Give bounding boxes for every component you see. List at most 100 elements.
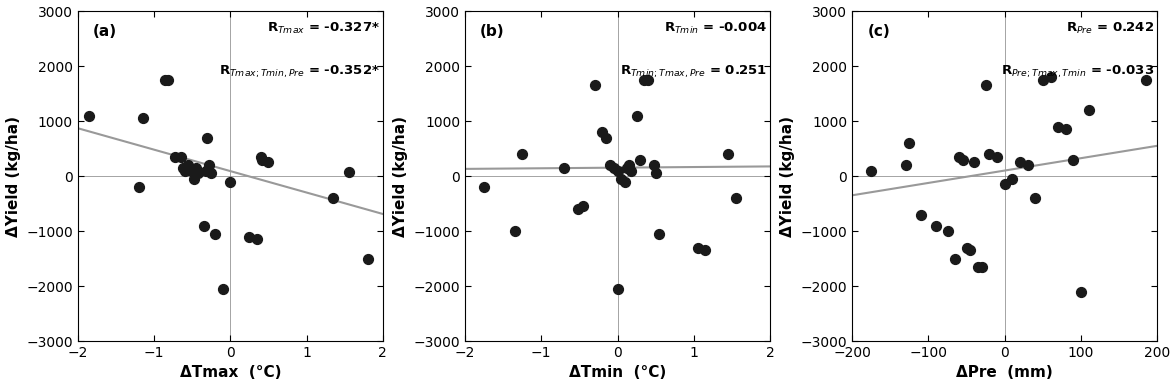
Point	[1136, 77, 1155, 83]
Point	[644, 162, 663, 168]
Point	[513, 151, 532, 157]
Point	[506, 228, 524, 234]
Point	[1056, 126, 1075, 132]
Y-axis label: ΔYield (kg/ha): ΔYield (kg/ha)	[6, 115, 20, 237]
Point	[608, 286, 627, 292]
Point	[596, 134, 615, 141]
Point	[647, 170, 666, 176]
Point	[182, 168, 201, 174]
Text: $\mathbf{R}_{Tmin;Tmax,Pre}$ = 0.251: $\mathbf{R}_{Tmin;Tmax,Pre}$ = 0.251	[620, 64, 767, 80]
Point	[323, 195, 342, 201]
Point	[159, 77, 178, 83]
Point	[946, 256, 964, 262]
Point	[973, 264, 991, 270]
Point	[688, 244, 707, 251]
Point	[240, 234, 259, 240]
Point	[187, 165, 206, 171]
Point	[189, 170, 208, 176]
Point	[617, 165, 636, 171]
Point	[976, 82, 995, 88]
Point	[174, 165, 193, 171]
Point	[248, 236, 267, 242]
Point	[339, 169, 358, 175]
Point	[221, 178, 240, 185]
Point	[1025, 195, 1044, 201]
Point	[1041, 74, 1060, 80]
Point	[1010, 159, 1029, 165]
Point	[622, 168, 641, 174]
Point	[911, 212, 930, 218]
Point	[80, 112, 99, 119]
Text: $\mathbf{R}_{Pre}$ = 0.242: $\mathbf{R}_{Pre}$ = 0.242	[1067, 21, 1155, 36]
Point	[635, 77, 654, 83]
Point	[1018, 162, 1037, 168]
Point	[133, 115, 152, 121]
Point	[593, 129, 612, 135]
Point	[727, 195, 746, 201]
Text: $\mathbf{R}_{Pre;Tmax,Tmin}$ = -0.033: $\mathbf{R}_{Pre;Tmax,Tmin}$ = -0.033	[1001, 64, 1155, 80]
Point	[1034, 77, 1053, 83]
Point	[196, 168, 215, 174]
Point	[213, 286, 232, 292]
Point	[252, 154, 270, 160]
Point	[696, 247, 715, 253]
Text: (b): (b)	[480, 24, 505, 39]
Point	[359, 256, 377, 262]
Point	[175, 168, 194, 174]
Point	[1064, 156, 1083, 163]
Point	[949, 154, 968, 160]
Point	[1080, 107, 1098, 113]
X-axis label: ΔPre  (mm): ΔPre (mm)	[956, 366, 1054, 381]
Point	[601, 162, 620, 168]
Point	[927, 222, 946, 229]
Point	[964, 159, 983, 165]
Point	[198, 134, 216, 141]
Point	[616, 178, 635, 185]
Point	[995, 181, 1014, 187]
Point	[475, 184, 494, 190]
Point	[957, 244, 976, 251]
Point	[156, 77, 175, 83]
Point	[185, 176, 203, 182]
Point	[961, 247, 980, 253]
Point	[719, 151, 737, 157]
Point	[896, 162, 915, 168]
Point	[1071, 288, 1090, 295]
Text: (a): (a)	[93, 24, 118, 39]
Point	[627, 112, 646, 119]
Point	[1049, 124, 1068, 130]
Point	[200, 162, 219, 168]
Point	[194, 222, 213, 229]
Point	[179, 162, 198, 168]
X-axis label: ΔTmax  (°C): ΔTmax (°C)	[180, 366, 281, 381]
Point	[202, 170, 221, 176]
Text: (c): (c)	[868, 24, 890, 39]
Text: $\mathbf{R}_{Tmax}$ = -0.327*: $\mathbf{R}_{Tmax}$ = -0.327*	[267, 21, 380, 36]
Point	[632, 156, 650, 163]
Point	[166, 154, 185, 160]
Y-axis label: ΔYield (kg/ha): ΔYield (kg/ha)	[780, 115, 795, 237]
Point	[938, 228, 957, 234]
Point	[172, 154, 191, 160]
Point	[862, 168, 881, 174]
Point	[568, 206, 587, 212]
Point	[988, 154, 1007, 160]
Point	[604, 165, 623, 171]
Text: $\mathbf{R}_{Tmax;Tmin,Pre}$ = -0.352*: $\mathbf{R}_{Tmax;Tmin,Pre}$ = -0.352*	[219, 64, 380, 80]
Point	[954, 156, 973, 163]
Point	[608, 168, 627, 174]
Point	[206, 231, 225, 237]
Point	[1003, 176, 1022, 182]
Point	[129, 184, 148, 190]
Point	[969, 264, 988, 270]
Point	[650, 231, 669, 237]
Point	[586, 82, 604, 88]
Point	[620, 162, 639, 168]
Point	[980, 151, 998, 157]
Point	[900, 140, 918, 146]
Point	[612, 176, 630, 182]
Point	[574, 203, 593, 209]
Point	[259, 159, 278, 165]
Point	[555, 165, 574, 171]
Point	[253, 156, 272, 163]
